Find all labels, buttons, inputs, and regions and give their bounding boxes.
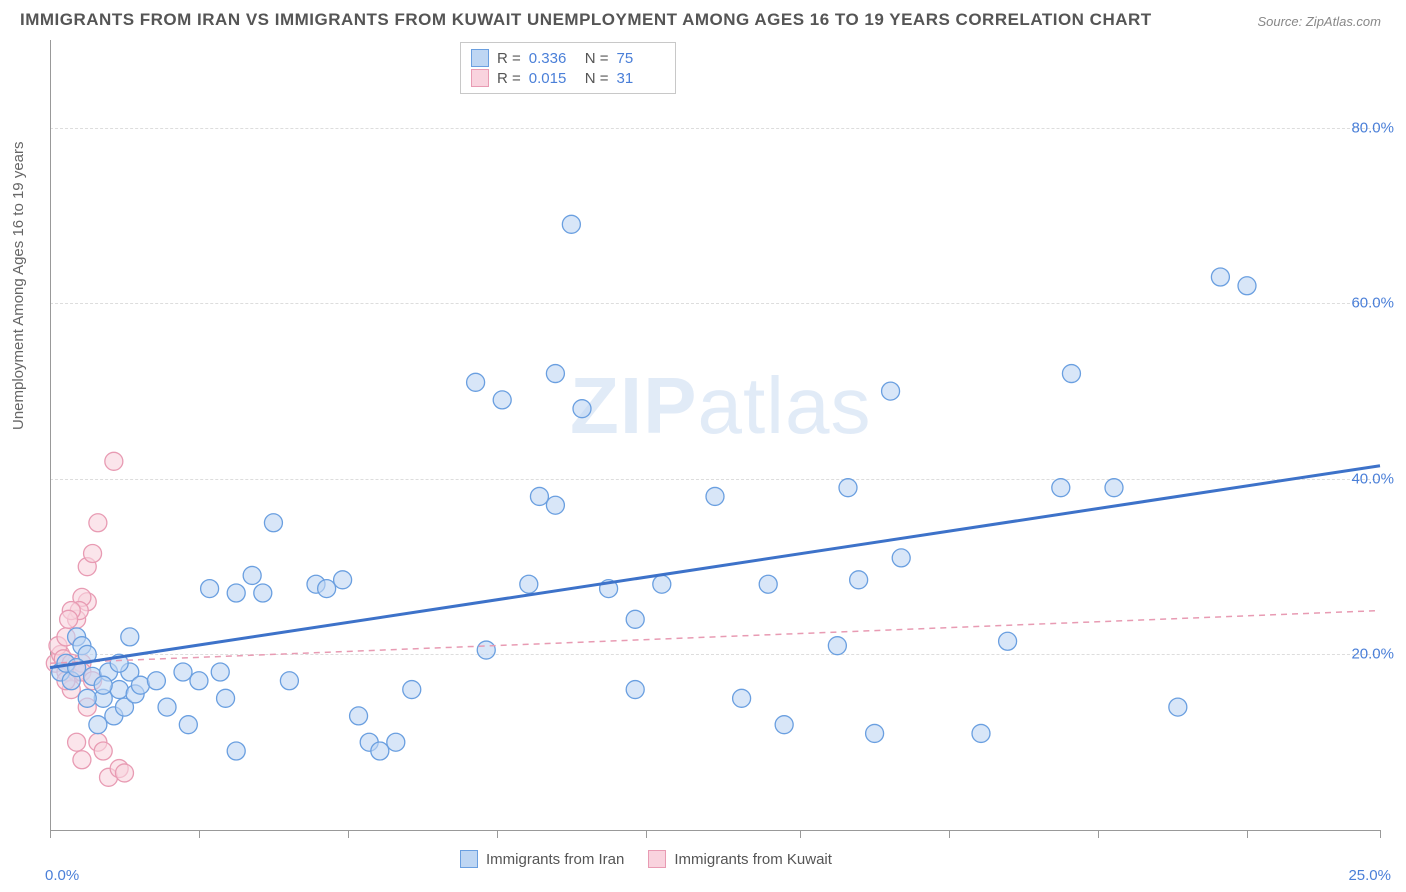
swatch-iran — [471, 49, 489, 67]
data-point-iran — [1169, 698, 1187, 716]
data-point-iran — [866, 724, 884, 742]
data-point-iran — [94, 676, 112, 694]
data-point-kuwait — [68, 733, 86, 751]
n-value-kuwait: 31 — [617, 70, 665, 87]
data-point-iran — [190, 672, 208, 690]
swatch-iran — [460, 850, 478, 868]
legend-stat-row-iran: R = 0.336 N = 75 — [471, 49, 665, 67]
data-point-kuwait — [60, 610, 78, 628]
n-label: N = — [585, 50, 609, 67]
data-point-iran — [78, 689, 96, 707]
data-point-iran — [775, 716, 793, 734]
source-name: ZipAtlas.com — [1306, 14, 1381, 29]
data-point-iran — [254, 584, 272, 602]
r-label: R = — [497, 70, 521, 87]
data-point-iran — [493, 391, 511, 409]
data-point-iran — [201, 580, 219, 598]
data-point-iran — [147, 672, 165, 690]
data-point-iran — [1062, 365, 1080, 383]
data-point-iran — [626, 610, 644, 628]
data-point-iran — [1238, 277, 1256, 295]
data-point-iran — [227, 584, 245, 602]
swatch-kuwait — [471, 69, 489, 87]
y-tick-label: 60.0% — [1351, 295, 1394, 312]
swatch-kuwait — [648, 850, 666, 868]
r-value-kuwait: 0.015 — [529, 70, 577, 87]
legend-item-iran: Immigrants from Iran — [460, 850, 624, 868]
r-label: R = — [497, 50, 521, 67]
data-point-iran — [217, 689, 235, 707]
y-tick-label: 20.0% — [1351, 646, 1394, 663]
x-tick-label: 0.0% — [45, 867, 79, 884]
data-point-iran — [467, 373, 485, 391]
data-point-iran — [280, 672, 298, 690]
legend-item-kuwait: Immigrants from Kuwait — [648, 850, 832, 868]
x-tick-label: 25.0% — [1348, 867, 1391, 884]
data-point-iran — [733, 689, 751, 707]
data-point-iran — [477, 641, 495, 659]
legend-label-kuwait: Immigrants from Kuwait — [674, 851, 832, 868]
data-point-kuwait — [84, 545, 102, 563]
data-point-iran — [828, 637, 846, 655]
n-value-iran: 75 — [617, 50, 665, 67]
scatter-plot — [50, 40, 1380, 830]
data-point-iran — [892, 549, 910, 567]
legend-label-iran: Immigrants from Iran — [486, 851, 624, 868]
data-point-iran — [1211, 268, 1229, 286]
data-point-kuwait — [89, 514, 107, 532]
data-point-iran — [520, 575, 538, 593]
data-point-iran — [839, 479, 857, 497]
data-point-iran — [371, 742, 389, 760]
y-tick-label: 40.0% — [1351, 470, 1394, 487]
data-point-iran — [264, 514, 282, 532]
chart-title: IMMIGRANTS FROM IRAN VS IMMIGRANTS FROM … — [20, 10, 1152, 30]
data-point-iran — [850, 571, 868, 589]
n-label: N = — [585, 70, 609, 87]
data-point-iran — [882, 382, 900, 400]
data-point-iran — [546, 365, 564, 383]
data-point-kuwait — [94, 742, 112, 760]
source-credit: Source: ZipAtlas.com — [1257, 14, 1381, 29]
data-point-iran — [174, 663, 192, 681]
data-point-iran — [211, 663, 229, 681]
y-axis-label: Unemployment Among Ages 16 to 19 years — [10, 141, 27, 430]
data-point-iran — [972, 724, 990, 742]
source-prefix: Source: — [1257, 14, 1305, 29]
data-point-iran — [999, 632, 1017, 650]
data-point-kuwait — [105, 452, 123, 470]
legend-stat-row-kuwait: R = 0.015 N = 31 — [471, 69, 665, 87]
data-point-iran — [318, 580, 336, 598]
data-point-iran — [546, 496, 564, 514]
data-point-iran — [530, 487, 548, 505]
data-point-iran — [227, 742, 245, 760]
data-point-iran — [131, 676, 149, 694]
data-point-iran — [1052, 479, 1070, 497]
data-point-iran — [562, 215, 580, 233]
legend-series: Immigrants from Iran Immigrants from Kuw… — [460, 850, 832, 868]
data-point-iran — [403, 681, 421, 699]
data-point-iran — [1105, 479, 1123, 497]
data-point-iran — [158, 698, 176, 716]
data-point-iran — [759, 575, 777, 593]
data-point-iran — [243, 566, 261, 584]
data-point-iran — [334, 571, 352, 589]
data-point-iran — [121, 628, 139, 646]
legend-statistics: R = 0.336 N = 75 R = 0.015 N = 31 — [460, 42, 676, 94]
data-point-iran — [179, 716, 197, 734]
data-point-kuwait — [115, 764, 133, 782]
data-point-iran — [573, 400, 591, 418]
data-point-iran — [110, 681, 128, 699]
y-tick-label: 80.0% — [1351, 119, 1394, 136]
data-point-iran — [387, 733, 405, 751]
data-point-iran — [89, 716, 107, 734]
data-point-iran — [350, 707, 368, 725]
data-point-kuwait — [73, 751, 91, 769]
data-point-iran — [706, 487, 724, 505]
r-value-iran: 0.336 — [529, 50, 577, 67]
data-point-iran — [626, 681, 644, 699]
data-point-iran — [653, 575, 671, 593]
